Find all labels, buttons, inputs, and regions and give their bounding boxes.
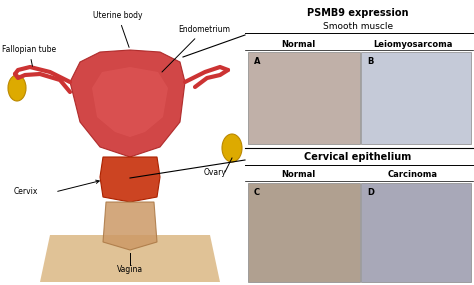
Text: A: A	[254, 57, 261, 66]
Ellipse shape	[8, 75, 26, 101]
Text: Leiomyosarcoma: Leiomyosarcoma	[374, 40, 453, 49]
Text: Carcinoma: Carcinoma	[388, 170, 438, 179]
Polygon shape	[92, 67, 168, 137]
Polygon shape	[103, 202, 157, 250]
Text: Endometrium: Endometrium	[162, 25, 230, 72]
Polygon shape	[70, 50, 185, 157]
Polygon shape	[100, 157, 160, 202]
FancyBboxPatch shape	[248, 52, 360, 144]
Text: Cervix: Cervix	[14, 188, 38, 196]
Text: Cervical epithelium: Cervical epithelium	[304, 152, 411, 162]
Text: Smooth muscle: Smooth muscle	[323, 22, 393, 31]
FancyBboxPatch shape	[248, 183, 360, 282]
Text: B: B	[367, 57, 374, 66]
Polygon shape	[40, 235, 220, 282]
Text: Ovary: Ovary	[203, 168, 227, 177]
Ellipse shape	[222, 134, 242, 162]
Text: D: D	[367, 188, 374, 197]
Text: Fallopian tube: Fallopian tube	[2, 45, 56, 66]
Text: C: C	[254, 188, 260, 197]
Text: Normal: Normal	[281, 40, 315, 49]
Text: Uterine body: Uterine body	[93, 11, 143, 47]
FancyBboxPatch shape	[361, 52, 471, 144]
FancyBboxPatch shape	[361, 183, 471, 282]
Text: Vagina: Vagina	[117, 266, 143, 274]
Text: PSMB9 expression: PSMB9 expression	[307, 8, 409, 18]
Text: Normal: Normal	[281, 170, 315, 179]
